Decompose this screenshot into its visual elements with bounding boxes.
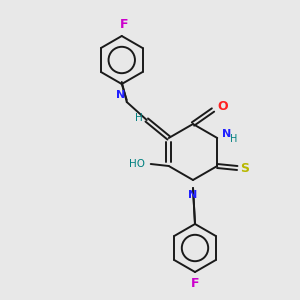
Text: HO: HO [129,159,145,169]
Text: N: N [188,190,198,200]
Text: H: H [230,134,238,144]
Text: F: F [119,18,128,31]
Text: N: N [116,90,125,100]
Text: S: S [240,161,249,175]
Text: F: F [191,277,199,290]
Text: N: N [222,129,232,139]
Text: O: O [217,100,228,113]
Text: H: H [135,113,143,123]
